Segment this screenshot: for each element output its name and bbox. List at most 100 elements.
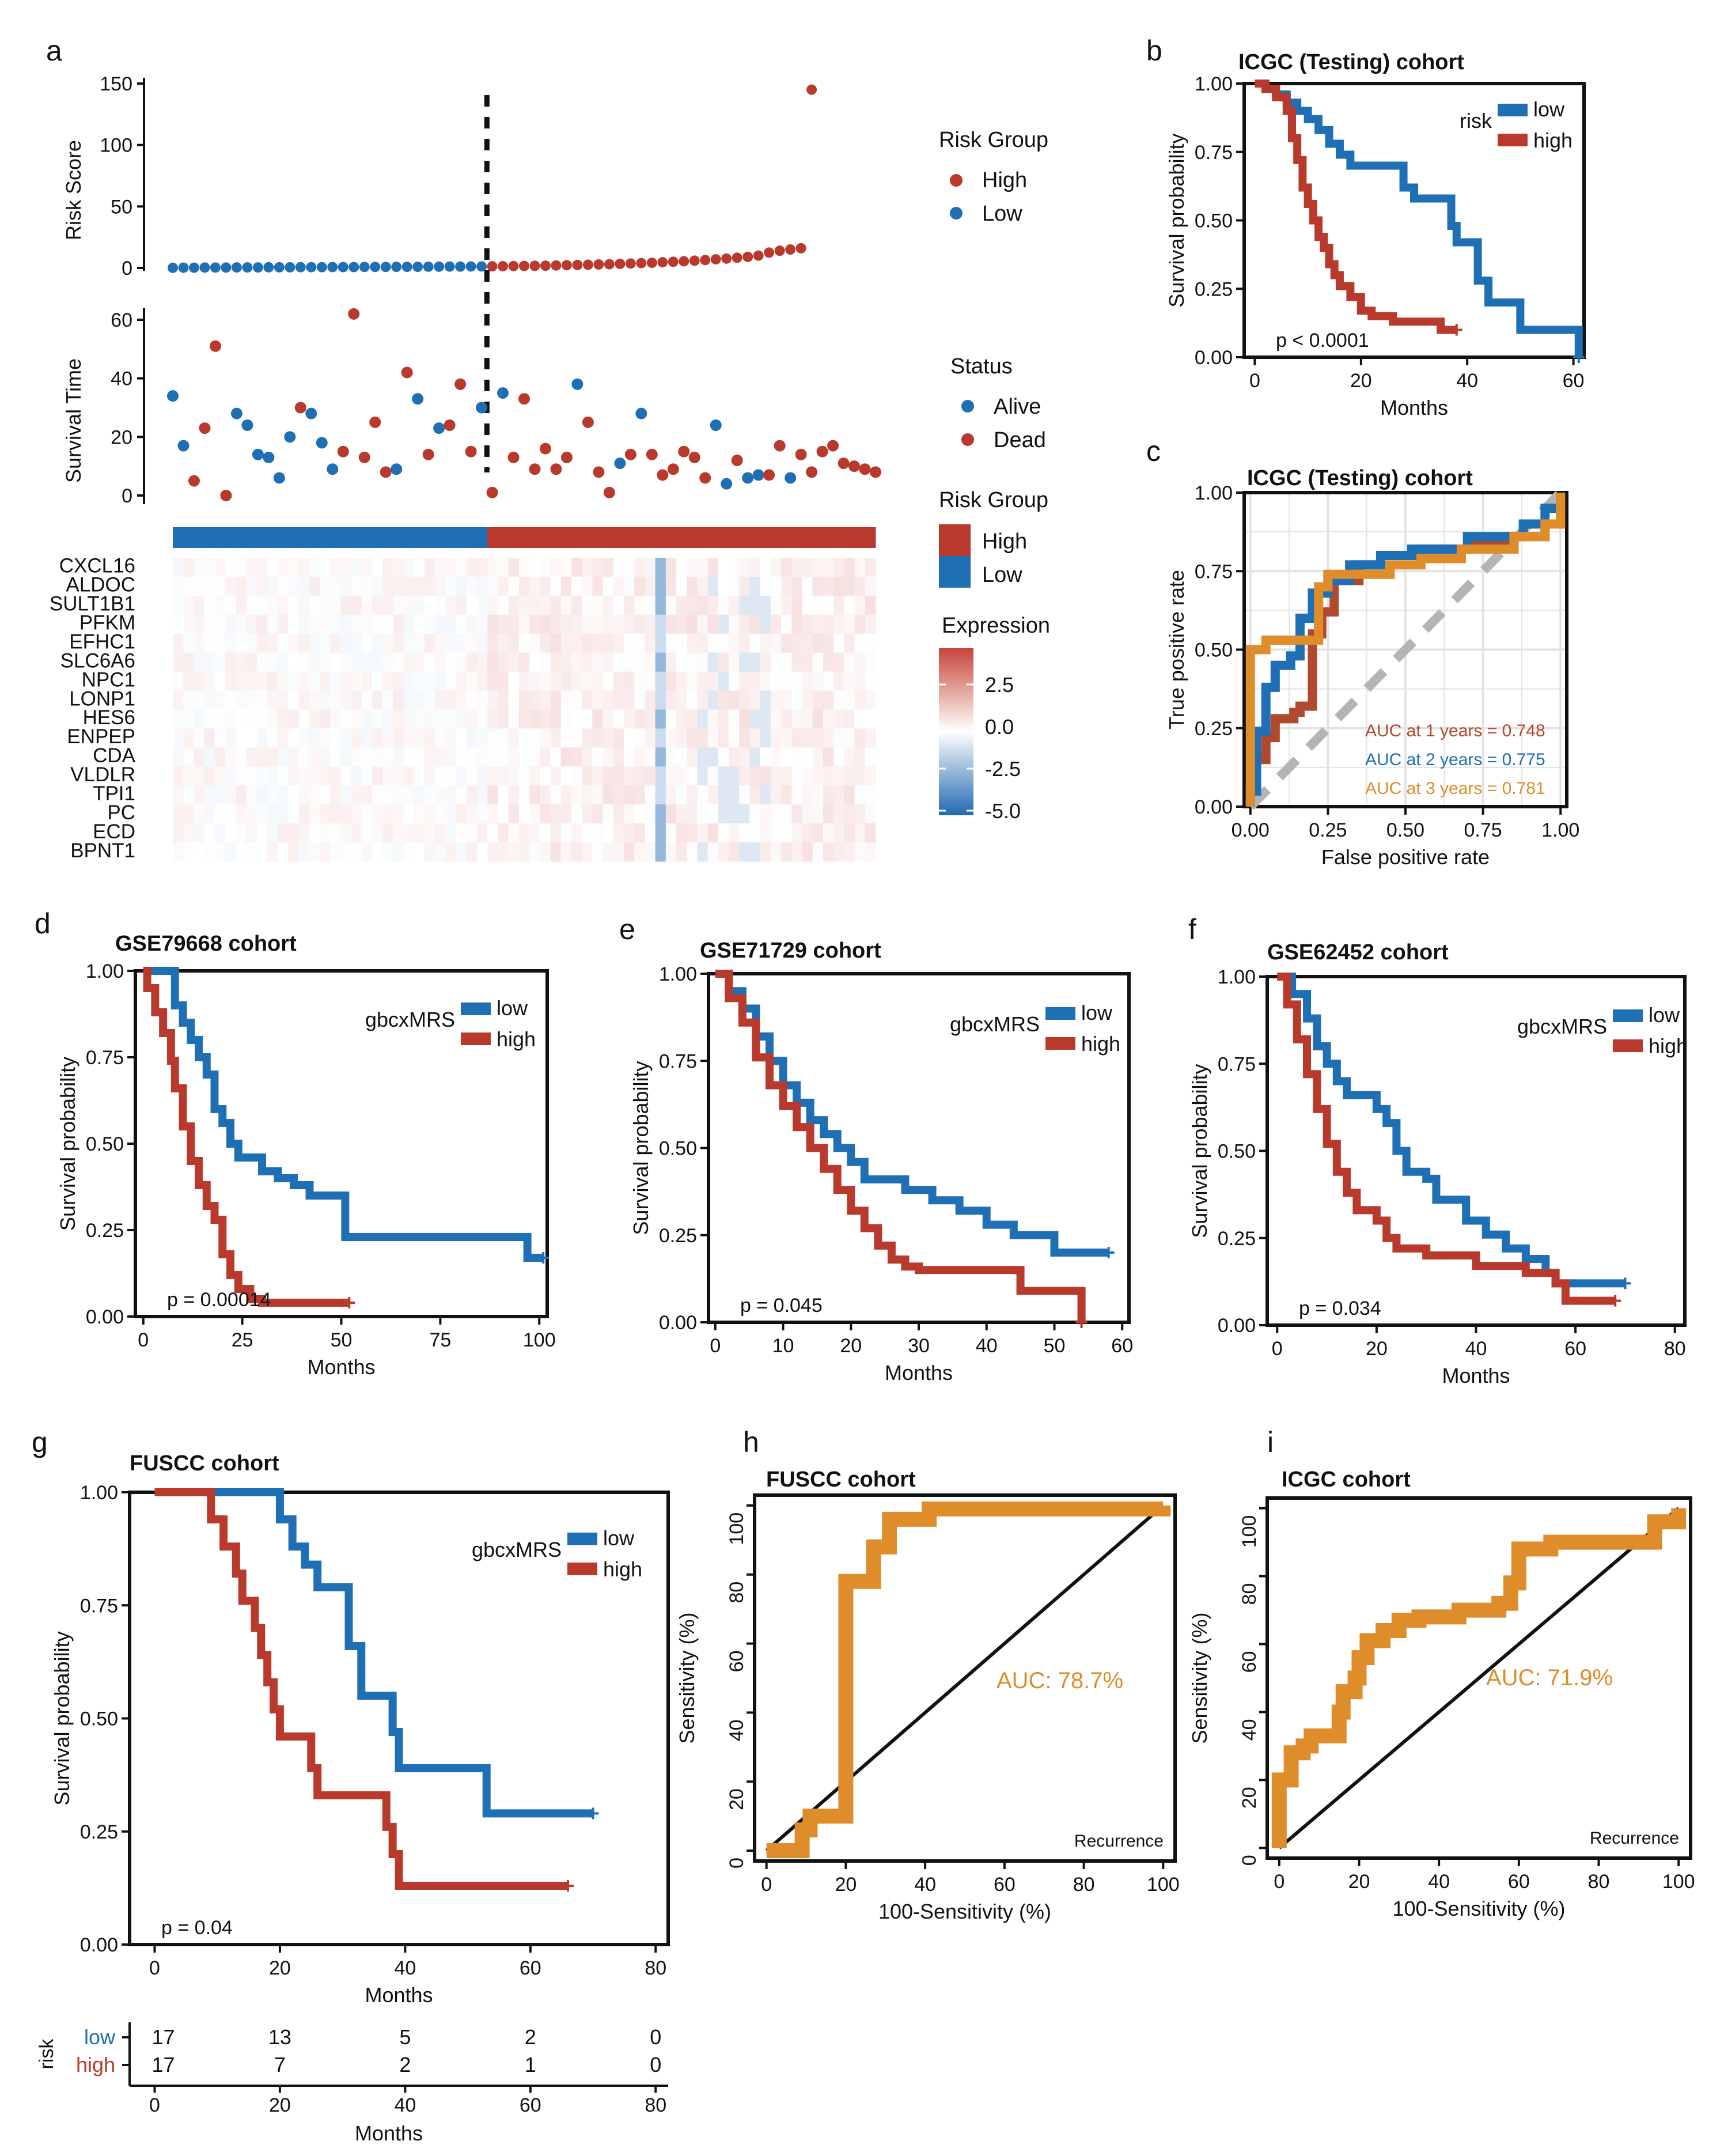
heatmap-cell <box>267 690 278 710</box>
heatmap-cell <box>739 728 750 748</box>
heatmap-cell <box>592 633 604 653</box>
heatmap-cell <box>613 558 624 577</box>
heatmap-cell <box>718 766 729 786</box>
risk-point-high <box>540 260 551 271</box>
heatmap-cell <box>330 595 341 615</box>
legend-high-label: high <box>1081 1032 1120 1056</box>
heatmap-cell <box>319 728 331 748</box>
heatmap-cell <box>707 652 719 672</box>
heatmap-cell <box>204 747 215 767</box>
heatmap-cell <box>456 747 467 767</box>
heatmap-cell <box>749 823 761 843</box>
heatmap-cell <box>477 614 488 634</box>
expression-tick-label: 0.0 <box>985 715 1014 739</box>
heatmap-cell <box>256 633 268 653</box>
heatmap-cell <box>645 652 656 672</box>
heatmap-cell <box>540 728 551 748</box>
heatmap-cell <box>833 785 844 805</box>
heatmap-cell <box>319 766 331 786</box>
heatmap-cell <box>739 558 750 577</box>
heatmap-cell <box>540 842 551 862</box>
heatmap-cell <box>760 576 771 596</box>
heatmap-cell <box>697 728 708 748</box>
risk-point-high <box>572 259 583 270</box>
heatmap-cell <box>770 709 782 729</box>
heatmap-cell <box>351 671 362 691</box>
heatmap-cell <box>298 709 310 729</box>
heatmap-cell <box>655 823 666 843</box>
heatmap-cell <box>760 558 771 577</box>
heatmap-cell <box>634 595 645 615</box>
heatmap-cell <box>204 842 215 862</box>
heatmap-cell <box>466 823 478 843</box>
survival-point-dead <box>454 378 467 390</box>
corner-label: Recurrence <box>1074 1832 1164 1851</box>
heatmap-cell <box>634 728 645 748</box>
heatmap-cell <box>372 747 383 767</box>
heatmap-cell <box>540 690 551 710</box>
heatmap-cell <box>676 690 687 710</box>
heatmap-cell <box>414 728 425 748</box>
legend-high-swatch <box>1613 1039 1643 1052</box>
heatmap-cell <box>518 652 530 672</box>
heatmap-cell <box>204 804 215 824</box>
heatmap-cell <box>707 747 719 767</box>
heatmap-cell <box>529 747 540 767</box>
heatmap-cell <box>770 728 782 748</box>
heatmap-cell <box>571 823 582 843</box>
heatmap-cell <box>288 785 300 805</box>
heatmap-cell <box>770 558 782 577</box>
roc-diagonal <box>765 1504 1165 1852</box>
heatmap-cell <box>665 652 677 672</box>
heatmap-cell <box>729 576 740 596</box>
heatmap-cell <box>655 633 666 653</box>
heatmap-cell <box>236 671 247 691</box>
heatmap-cell <box>823 842 834 862</box>
y-axis-label: Survival probability <box>1188 1064 1211 1238</box>
heatmap-cell <box>393 709 404 729</box>
heatmap-cell <box>623 766 635 786</box>
heatmap-cell <box>781 633 792 653</box>
heatmap-cell <box>791 595 803 615</box>
heatmap-cell <box>749 671 761 691</box>
heatmap-cell <box>854 804 866 824</box>
heatmap-cell <box>361 804 373 824</box>
x-tick-label: 50 <box>331 1329 353 1351</box>
heatmap-cell <box>425 614 435 634</box>
heatmap-cell <box>194 652 205 672</box>
heatmap-cell <box>382 785 393 805</box>
heatmap-cell <box>760 842 771 862</box>
risk-y-tick-label: 150 <box>100 73 132 95</box>
heatmap-cell <box>802 747 813 767</box>
y-tick-label: 0.00 <box>1218 1315 1256 1337</box>
heatmap-cell <box>655 690 666 710</box>
y-tick-label: 0.25 <box>80 1821 118 1843</box>
risk-group-cell <box>623 527 635 548</box>
heatmap-cell <box>298 842 310 862</box>
heatmap-cell <box>770 823 782 843</box>
heatmap-cell <box>613 633 624 653</box>
heatmap-cell <box>351 558 362 577</box>
heatmap-cell <box>739 804 750 824</box>
heatmap-cell <box>246 558 257 577</box>
heatmap-cell <box>330 709 341 729</box>
heatmap-cell <box>655 709 666 729</box>
heatmap-cell <box>425 823 435 843</box>
heatmap-cell <box>812 709 824 729</box>
heatmap-cell <box>518 747 530 767</box>
heatmap-cell <box>603 558 614 577</box>
heatmap-cell <box>498 709 509 729</box>
heatmap-cell <box>435 785 446 805</box>
heatmap-cell <box>236 785 247 805</box>
heatmap-cell <box>319 671 331 691</box>
legend-risk-high-marker <box>950 174 963 187</box>
risk-group-cell <box>173 527 184 548</box>
heatmap-cell <box>749 690 761 710</box>
risk-table-x-tick-label: 20 <box>269 2094 291 2116</box>
heatmap-cell <box>518 614 530 634</box>
heatmap-cell <box>372 728 383 748</box>
heatmap-cell <box>225 558 236 577</box>
heatmap-cell <box>194 671 205 691</box>
censor-mark-high <box>1609 1295 1621 1307</box>
